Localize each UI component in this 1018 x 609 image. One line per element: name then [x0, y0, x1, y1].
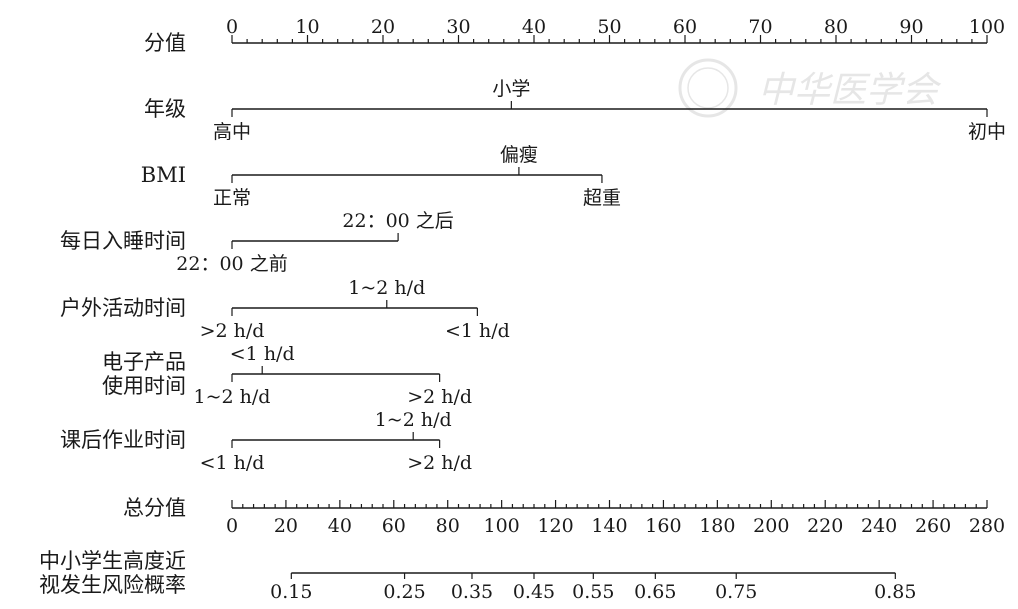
probability-axis-label-line-1: 中小学生高度近 [39, 549, 186, 573]
total-points-tick-label: 200 [753, 515, 789, 537]
predictor-5-level-label: >2 h/d [407, 386, 472, 408]
points-axis-label: 分值 [144, 31, 186, 55]
total-points-tick-label: 180 [699, 515, 735, 537]
points-tick-label: 100 [969, 16, 1005, 38]
points-tick-label: 90 [899, 16, 923, 38]
predictor-5-level-label: 1~2 h/d [194, 386, 271, 408]
predictor-4-level-label: 1~2 h/d [348, 277, 425, 299]
watermark-seal-icon [678, 58, 738, 118]
total-points-tick-label: 160 [645, 515, 681, 537]
points-tick-label: 70 [748, 16, 772, 38]
points-tick-label: 50 [597, 16, 621, 38]
points-tick-label: 40 [522, 16, 546, 38]
probability-tick-label: 0.65 [634, 581, 676, 603]
predictor-4-level-label: >2 h/d [200, 320, 265, 342]
total-points-tick-label: 60 [382, 515, 406, 537]
total-points-tick-label: 140 [591, 515, 627, 537]
probability-tick-label: 0.35 [451, 581, 493, 603]
points-tick-label: 20 [371, 16, 395, 38]
total-points-tick-label: 220 [807, 515, 843, 537]
probability-tick-label: 0.75 [715, 581, 757, 603]
total-points-tick-label: 100 [484, 515, 520, 537]
total-points-tick-label: 0 [226, 515, 238, 537]
total-points-tick-label: 280 [969, 515, 1005, 537]
points-tick-label: 60 [673, 16, 697, 38]
total-points-axis-label: 总分值 [123, 496, 186, 520]
probability-tick-label: 0.85 [874, 581, 916, 603]
total-points-tick-label: 20 [274, 515, 298, 537]
predictor-6-level-label: 1~2 h/d [375, 409, 452, 431]
predictor-2-level-label: 偏瘦 [500, 144, 538, 166]
predictor-6-label: 课后作业时间 [60, 428, 186, 452]
predictor-6-level-label: >2 h/d [407, 452, 472, 474]
watermark: 中华医学会 [678, 58, 942, 118]
predictor-1-level-label: 高中 [213, 121, 251, 143]
predictor-2-label: BMI [141, 163, 186, 187]
probability-axis-label-line-2: 视发生风险概率 [39, 573, 186, 597]
probability-tick-label: 0.55 [572, 581, 614, 603]
predictor-3-level-label: 22：00 之后 [342, 210, 453, 232]
points-tick-label: 0 [226, 16, 238, 38]
predictor-1-label: 年级 [144, 97, 186, 121]
total-points-tick-label: 120 [537, 515, 573, 537]
probability-tick-label: 0.25 [383, 581, 425, 603]
predictor-5-label-line-2: 使用时间 [102, 374, 186, 398]
points-tick-label: 80 [824, 16, 848, 38]
predictor-2-level-label: 正常 [213, 187, 251, 209]
points-tick-label: 30 [446, 16, 470, 38]
predictor-1-level-label: 小学 [492, 78, 530, 100]
points-tick-label: 10 [295, 16, 319, 38]
predictor-2-level-label: 超重 [583, 187, 621, 209]
predictor-5-level-label: <1 h/d [230, 343, 295, 365]
predictor-4-label: 户外活动时间 [60, 296, 186, 320]
predictor-6-level-label: <1 h/d [200, 452, 265, 474]
total-points-tick-label: 240 [861, 515, 897, 537]
total-points-tick-label: 80 [436, 515, 460, 537]
predictor-1-level-label: 初中 [968, 121, 1006, 143]
predictor-4-level-label: <1 h/d [445, 320, 510, 342]
probability-tick-label: 0.45 [513, 581, 555, 603]
total-points-tick-label: 260 [915, 515, 951, 537]
total-points-tick-label: 40 [328, 515, 352, 537]
probability-tick-label: 0.15 [270, 581, 312, 603]
predictor-5-label-line-1: 电子产品 [102, 350, 186, 374]
watermark-text: 中华医学会 [758, 70, 942, 111]
predictor-3-label: 每日入睡时间 [60, 229, 186, 253]
predictor-3-level-label: 22：00 之前 [176, 253, 287, 275]
